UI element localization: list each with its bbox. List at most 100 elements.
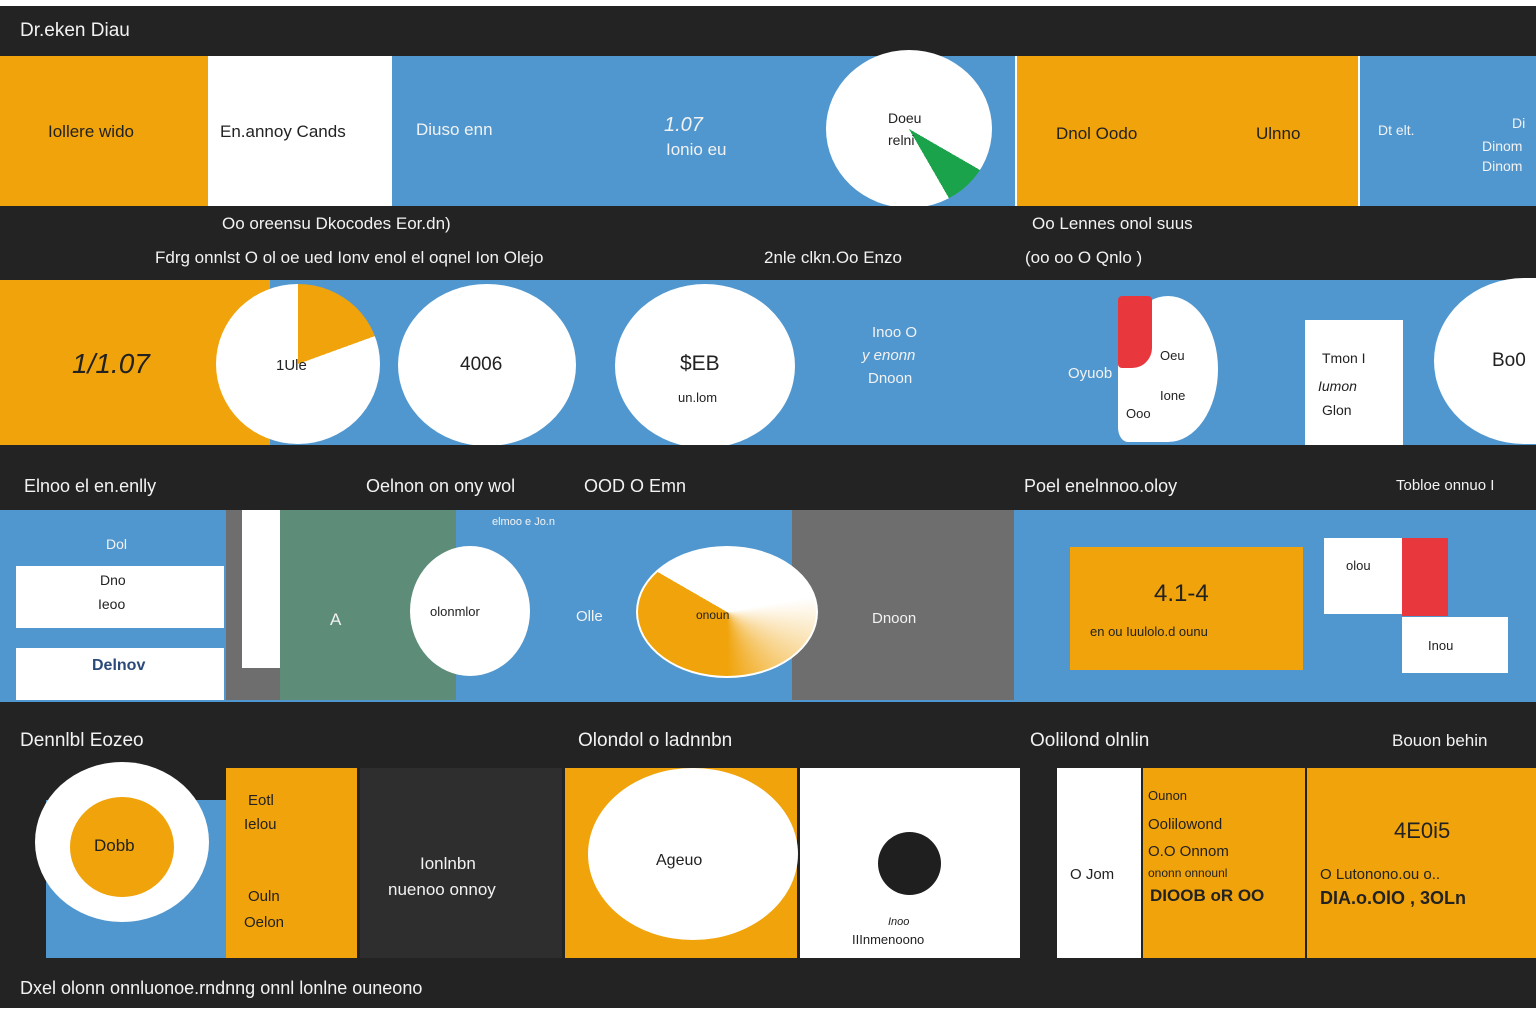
card-7-line: Di — [1512, 115, 1526, 131]
kpi-circle-2-value: 4006 — [460, 354, 503, 375]
kpi-circle-3 — [615, 284, 795, 448]
card-4-label: Dnol Oodo — [1056, 124, 1138, 143]
info-card-line: Glon — [1322, 402, 1352, 418]
white-card-3-small: Inoo — [888, 916, 910, 928]
section-label: Tobloe onnuo I — [1396, 477, 1495, 494]
pie-2-label: onoun — [696, 608, 730, 622]
footer-text: Dxel olonn onnluonoe.rndnng onnl lonlne … — [20, 978, 423, 998]
dark-card-line: Ionlnbn — [420, 854, 476, 873]
info-card-line: Iumon — [1318, 378, 1357, 394]
orange-kpi-value: 4.1-4 — [1154, 580, 1209, 607]
panel-white-strip — [242, 510, 280, 668]
kpi-circle-3-value: $EB — [680, 352, 720, 375]
section-label: Elnoo el en.enlly — [24, 476, 157, 496]
description-line-3: (oo oo O Qnlo ) — [1025, 248, 1143, 267]
dark-card-line: nuenoo onnoy — [388, 880, 496, 899]
kpi-text: y enonn — [862, 347, 916, 364]
orange-card-3-line: O.O Onnom — [1148, 843, 1229, 860]
header-bar — [0, 6, 1536, 56]
list-card-line: Ieoo — [98, 596, 126, 612]
section-label: OOD O Emn — [584, 476, 687, 496]
orange-card-1-line: Ielou — [244, 816, 277, 833]
orange-card-1-line: Oelon — [244, 914, 285, 931]
bubble-label: Ageuo — [656, 852, 703, 869]
kpi-text: Inoo O — [872, 324, 918, 341]
section-band-2 — [0, 445, 1536, 510]
section-label: Poel enelnnoo.oloy — [1024, 476, 1178, 496]
card-top-label: Dol — [106, 536, 128, 552]
orange-card-3[interactable] — [1143, 768, 1305, 958]
pie-label: 1Ule — [276, 357, 307, 374]
white-card-2-label: Inou — [1428, 638, 1454, 653]
orange-card-1-line: Eotl — [248, 792, 274, 809]
mid-label: Olle — [576, 608, 603, 625]
orange-kpi-label: en ou Iuulolo.d ounu — [1090, 624, 1208, 639]
white-card[interactable] — [1324, 538, 1402, 614]
section-label: Oolilond olnlin — [1030, 730, 1150, 751]
section-band-3 — [0, 702, 1536, 768]
orange-card-3-line: ononn onnounl — [1148, 866, 1228, 880]
orange-card-4-value: 4E0i5 — [1394, 818, 1451, 843]
kpi-text: Dnoon — [868, 370, 913, 387]
white-card-3-label: IIInmenoono — [852, 932, 925, 947]
donut-chart — [826, 50, 992, 208]
circle-metric-label: olonmlor — [430, 604, 480, 619]
narrow-card[interactable] — [1057, 768, 1141, 958]
action-card[interactable] — [16, 648, 224, 700]
section-label: Oelnon on ony wol — [366, 476, 516, 496]
bubble — [588, 768, 798, 940]
donut-label-2: relni — [888, 132, 915, 148]
card-1-label: Iollere wido — [48, 122, 134, 141]
panel-letter: A — [330, 610, 342, 629]
gray-panel-label: Dnoon — [872, 610, 917, 627]
caption-band — [0, 206, 1536, 280]
pie-chart — [216, 284, 380, 444]
metric-value: 1.07 — [664, 114, 703, 136]
caption-2: Oo Lennes onol suus — [1032, 214, 1193, 233]
dark-card[interactable] — [360, 768, 562, 958]
info-card-line: Tmon I — [1322, 350, 1366, 366]
circle-metric — [410, 546, 530, 676]
ring-center — [70, 797, 174, 897]
kpi-circle-2 — [398, 284, 576, 446]
section-label: Bouon behin — [1392, 731, 1488, 750]
white-card-label: olou — [1346, 558, 1371, 573]
orange-card-1-line: Ouln — [248, 888, 280, 905]
kpi-value: 1/1.07 — [72, 348, 150, 379]
orange-card-1[interactable] — [226, 768, 357, 958]
orange-card-4[interactable] — [1307, 768, 1536, 958]
red-shape-text: Ooo — [1126, 406, 1151, 421]
card-1[interactable] — [0, 56, 208, 206]
kpi-circle-right-value: Bo0 — [1492, 350, 1526, 371]
orange-card-4-line: O Lutonono.ou o.. — [1320, 866, 1441, 883]
white-card-2[interactable] — [1402, 617, 1508, 673]
metric-label: Ionio eu — [666, 140, 727, 159]
section-label: Olondol o ladnnbn — [578, 730, 733, 751]
caption-1: Oo oreensu Dkocodes Eor.dn) — [222, 214, 451, 233]
orange-card-3-line: DIOOB oR OO — [1150, 886, 1265, 905]
card-4[interactable] — [1017, 56, 1358, 206]
description-line-1: Fdrg onnlst O ol oe ued Ionv enol el oqn… — [155, 248, 544, 267]
red-shape-text: Ione — [1160, 388, 1186, 403]
red-card — [1402, 538, 1448, 616]
panel-caption: elmoo e Jo.n — [492, 516, 555, 528]
orange-card-3-line: Oolilowond — [1148, 816, 1223, 833]
donut-label-1: Doeu — [888, 110, 922, 126]
orange-card-3-line: Ounon — [1148, 788, 1188, 803]
card-7-line: Dinom — [1482, 138, 1523, 154]
card-6-label: Dt elt. — [1378, 122, 1415, 138]
card-5-label: Ulnno — [1256, 124, 1301, 143]
card-2[interactable] — [210, 56, 390, 206]
dashboard-title: Dr.eken Diau — [20, 20, 130, 41]
list-card[interactable] — [16, 566, 224, 628]
card-7-line: Dinom — [1482, 158, 1523, 174]
narrow-card-label: O Jom — [1070, 866, 1115, 883]
orange-kpi-card[interactable] — [1070, 547, 1303, 670]
red-slice — [1118, 296, 1152, 368]
card-2-label: En.annoy Cands — [220, 122, 346, 141]
description-line-2: 2nle clkn.Oo Enzo — [764, 248, 902, 267]
card-6[interactable] — [1360, 56, 1536, 206]
info-card[interactable] — [1305, 320, 1403, 445]
card-3-label: Diuso enn — [416, 120, 493, 139]
red-shape-label: Oyuob — [1068, 365, 1113, 382]
